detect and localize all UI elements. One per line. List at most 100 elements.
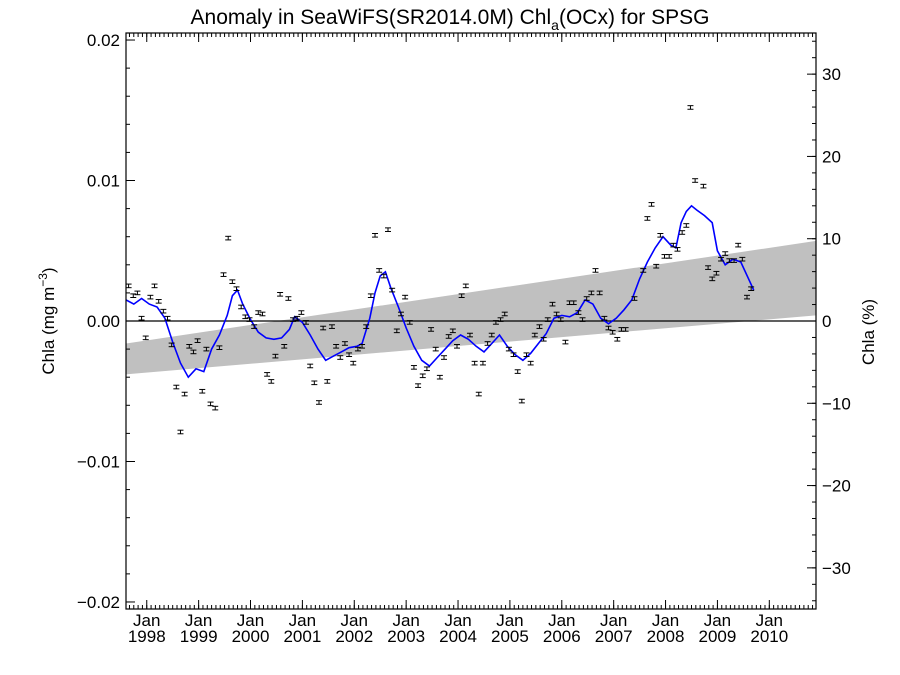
data-point: [142, 335, 149, 341]
data-point: [354, 346, 361, 352]
data-point: [458, 293, 465, 299]
data-point: [588, 290, 595, 296]
data-point: [423, 366, 430, 372]
data-point: [151, 283, 158, 289]
data-point: [536, 324, 543, 329]
x-tick-month: Jan: [548, 611, 575, 630]
trend-band: [126, 240, 816, 375]
data-point: [419, 373, 426, 379]
x-tick-year: 2009: [699, 627, 737, 646]
data-point: [583, 296, 590, 301]
data-point: [294, 315, 301, 321]
data-point: [372, 233, 379, 238]
data-point: [666, 254, 673, 259]
data-point: [501, 311, 508, 317]
data-point: [307, 363, 314, 369]
y-axis-label-close: ): [39, 267, 58, 273]
data-point: [540, 336, 547, 342]
data-point: [462, 283, 469, 289]
data-point: [744, 294, 750, 300]
chart-title-prefix: Anomaly in SeaWiFS(SR2014.0M) Chl: [191, 6, 552, 29]
data-point: [311, 380, 318, 386]
x-tick-month: Jan: [133, 611, 160, 630]
y2-tick-label: 10: [822, 230, 841, 249]
data-point: [359, 343, 366, 349]
data-point: [428, 327, 435, 332]
data-point: [393, 328, 400, 334]
plot-area: 0.020.010.00−0.01−0.023020100−10−20−30Ja…: [77, 31, 851, 646]
data-point: [700, 183, 707, 189]
y-axis-label: Chla (mg m−3): [36, 267, 58, 374]
data-point: [220, 272, 227, 277]
data-point: [531, 332, 538, 338]
data-point: [592, 268, 599, 273]
y-tick-label: 0.00: [87, 312, 120, 331]
data-point: [212, 405, 219, 411]
y2-tick-label: 30: [822, 65, 841, 84]
data-point: [147, 294, 154, 300]
data-point: [229, 279, 236, 284]
data-point: [134, 290, 141, 296]
data-point: [277, 292, 284, 297]
data-point: [449, 328, 456, 334]
x-tick-year: 2002: [335, 627, 373, 646]
data-point: [315, 400, 322, 405]
data-point: [683, 223, 690, 228]
x-tick-year: 2008: [647, 627, 685, 646]
data-point: [674, 247, 681, 252]
data-point: [341, 341, 348, 346]
data-point: [570, 300, 577, 306]
data-point: [544, 317, 551, 322]
data-point: [328, 324, 335, 329]
data-point: [605, 325, 612, 331]
data-point: [505, 346, 512, 352]
data-point: [285, 296, 292, 301]
data-point: [255, 310, 262, 315]
data-point: [557, 317, 564, 322]
y2-tick-label: −30: [822, 559, 851, 578]
data-point: [735, 242, 742, 248]
data-point: [562, 339, 569, 345]
y-tick-label: 0.01: [87, 172, 120, 191]
data-point: [514, 369, 521, 374]
x-tick-month: Jan: [185, 611, 212, 630]
data-point: [290, 317, 297, 322]
data-point: [186, 343, 193, 349]
data-point: [609, 329, 616, 335]
x-tick-year: 2003: [387, 627, 425, 646]
y-axis-label-text: Chla (mg m: [39, 287, 58, 375]
data-point: [631, 296, 638, 301]
y2-tick-label: 0: [822, 312, 831, 331]
data-point: [484, 341, 491, 346]
data-point: [225, 235, 232, 241]
data-point: [138, 315, 145, 321]
data-point: [661, 254, 668, 259]
data-point: [233, 286, 240, 291]
data-point: [207, 401, 214, 407]
data-point: [739, 256, 746, 262]
y-tick-label: −0.01: [77, 452, 120, 471]
x-tick-month: Jan: [756, 611, 783, 630]
data-point: [492, 320, 499, 325]
data-point: [242, 314, 249, 320]
data-point: [497, 317, 504, 322]
x-tick-month: Jan: [341, 611, 368, 630]
data-point: [246, 317, 253, 322]
y2-tick-label: −10: [822, 394, 851, 413]
data-point: [679, 230, 686, 235]
x-tick-month: Jan: [704, 611, 731, 630]
data-point: [653, 263, 660, 269]
data-point: [173, 384, 180, 390]
data-point: [320, 325, 327, 331]
y2-tick-label: −20: [822, 477, 851, 496]
data-point: [523, 352, 530, 358]
data-point: [441, 355, 448, 360]
data-point: [596, 290, 603, 296]
data-point: [402, 294, 409, 300]
data-point: [251, 324, 258, 329]
smooth-line: [125, 204, 755, 379]
data-point: [479, 360, 486, 366]
data-point: [640, 268, 647, 273]
data-point: [384, 227, 391, 232]
